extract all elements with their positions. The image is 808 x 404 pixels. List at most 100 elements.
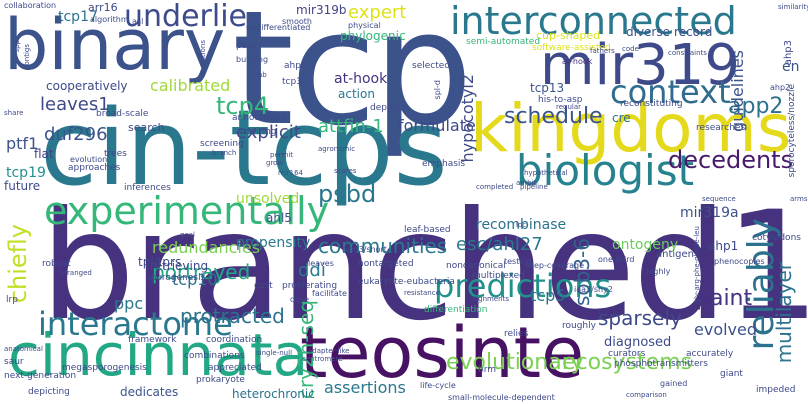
word-undifferentiated: undifferentiated [246, 23, 311, 32]
word-branched1: branched1 [40, 180, 808, 354]
word-deep-coverage: deep-coverage [524, 261, 585, 270]
word-leaves: leaves [308, 259, 334, 268]
word-dose: dose [290, 295, 310, 304]
word-gained: gained [660, 379, 688, 388]
word-algorithm: algorithm [90, 15, 129, 24]
word-his-to-asp: his-to-asp [538, 95, 583, 105]
word-prokaryote: prokaryote [196, 375, 245, 385]
word-teosinte: teosinte [300, 312, 585, 394]
word-leaves1: leaves1 [40, 94, 110, 115]
word-ahp2: ahp2 [770, 83, 791, 92]
word-code: code [622, 45, 639, 53]
word-ddi: ddi [298, 260, 326, 281]
word-expert: expert [348, 2, 407, 23]
word-leaf-based: leaf-based [404, 225, 451, 235]
word-calibrated: calibrated [150, 76, 231, 95]
word-building: building [236, 55, 269, 64]
word-app2: app2 [728, 94, 784, 119]
word-ecosystems: ecosystems [562, 350, 693, 375]
word-anatomical: anatomical [4, 345, 43, 353]
word-trees: trees [104, 149, 127, 159]
word-differentiation: differentiation [424, 305, 488, 315]
word-cooperatively: cooperatively [46, 79, 128, 93]
word-selected: selected [412, 61, 450, 71]
word-ahp3: ahp3 [783, 40, 794, 66]
word-screening: screening [200, 139, 244, 149]
word-attfin-1: attfin-1 [318, 116, 384, 137]
word-contigs: contigs [23, 44, 31, 70]
word-diverse: diverse [626, 25, 671, 39]
word-diagnosed: diagnosed [604, 335, 672, 350]
word-sparsely: sparsely [598, 306, 682, 330]
word-underlie: underlie [124, 0, 247, 34]
word-researches: researches [696, 123, 746, 133]
word-arms: arms [790, 195, 808, 203]
word-goal: goal [180, 231, 195, 239]
word-tcp3: tcp3 [282, 77, 302, 87]
word-pipeline: pipeline [520, 183, 548, 191]
word-retrieving: retrieving [150, 259, 209, 273]
word-constraints: constraints [668, 49, 707, 57]
word-hypothetical: hypothetical [524, 169, 568, 177]
word-phosphotransmitters: phosphotransmitters [614, 359, 708, 369]
word-noncanonical: noncanonical [446, 261, 506, 271]
word-fathers: fathers [590, 47, 615, 55]
word-interactome: interactome [38, 305, 233, 343]
word-next-generation: next-generation [4, 371, 77, 381]
word-future: future [4, 179, 41, 193]
word-explicit: explicit [236, 122, 301, 143]
word-single-null: single-null [256, 349, 293, 357]
word-multiplexed: multiplexed [472, 271, 525, 281]
word-rewiring: rewiring [240, 127, 277, 137]
word-tcp10: tcp10 [172, 270, 218, 289]
word-physical: physical [348, 21, 381, 30]
word-share: share [4, 109, 24, 117]
word-pale: pale [236, 41, 256, 51]
word-depicting: depicting [28, 387, 70, 397]
word-tcp19: tcp19 [6, 165, 46, 181]
word-phylogenic: phylogenic [340, 29, 406, 43]
word-redundancies: redundancies [152, 238, 261, 257]
word-arranged: arranged [60, 269, 92, 277]
word-scores: scores [334, 167, 357, 175]
word-search: search [128, 121, 165, 134]
word-experimentally: experimentally [44, 189, 330, 233]
word-biologist: biologist [516, 146, 695, 195]
word-paint: paint [696, 286, 753, 311]
word-acid3-short: acid3/short [342, 245, 387, 254]
word-chiefly: chiefly [4, 224, 32, 304]
word-small-molecule-dependent: small-molecule-dependent [448, 393, 555, 402]
word-broad-scale: broad-scale [96, 109, 149, 119]
word-ppc: ppc [114, 294, 144, 313]
word-iaa3-shy2: iaa3/shy2 [574, 285, 613, 294]
word-cincinnata: cincinnata [8, 321, 309, 389]
word-portrayed: portrayed [152, 260, 251, 284]
word-kingdoms: kingdoms [470, 90, 792, 167]
word-at-hook: at-hook [334, 71, 388, 87]
word-mir319b: mir319b [296, 3, 347, 17]
word-eukaryote-eubacteria: eukaryote-eubacteria [358, 277, 455, 287]
word-framework: framework [128, 335, 177, 345]
word-sequence: sequence [702, 195, 736, 203]
word-cup-shaped: cup-shaped [536, 29, 601, 42]
word-tcp: tcp [232, 0, 473, 161]
word-unsolved: unsolved [236, 191, 300, 207]
word-deploy: deploy [370, 103, 401, 113]
word-ontogeny: ontogeny [612, 237, 679, 253]
word-recombinase: recombinase [476, 217, 567, 233]
word-life-cycle: life-cycle [420, 381, 456, 390]
word-arr16: arr16 [88, 1, 118, 14]
word-curators: curators [608, 349, 646, 359]
word-saur: saur [4, 357, 24, 367]
word-nontargeted: nontargeted [358, 259, 414, 269]
word-evolutionary: evolutionary [446, 350, 584, 375]
word-software-assisted: software-assisted [532, 43, 611, 53]
word-proliferating: proliferating [282, 281, 338, 291]
word-highly: highly [646, 267, 671, 276]
word-grow: grow [266, 159, 284, 167]
word-interconnected: interconnected [450, 0, 737, 43]
word-tcp17: tcp17 [58, 9, 98, 25]
word-cin-tcps: cin-tcps [40, 87, 448, 209]
word-flat: flat [34, 147, 54, 161]
